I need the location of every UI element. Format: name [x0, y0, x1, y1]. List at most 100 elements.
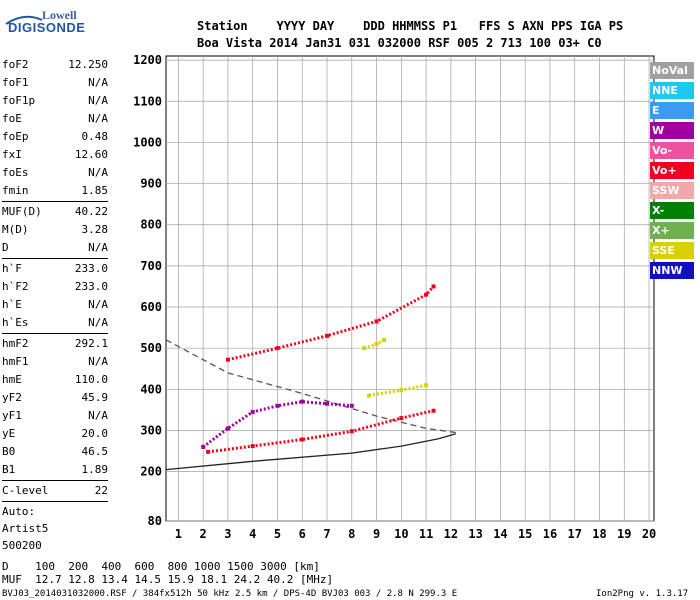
plot-frame [165, 55, 655, 522]
autoscaler-info: Auto: Artist5 500200 [2, 503, 108, 554]
param-value: N/A [88, 166, 108, 179]
param-key: hmE [2, 373, 22, 386]
echo-point [431, 408, 436, 413]
param-row: fmin 1.85 [2, 182, 108, 200]
polarization-legend: NoVal NNE E W Vo- Vo+ SSW X- X+ SSE NNW [650, 62, 694, 282]
param-row: hmF2 292.1 [2, 335, 108, 353]
param-row: B0 46.5 [2, 443, 108, 461]
param-key: h`E [2, 298, 22, 311]
legend-item: Vo+ [650, 162, 694, 179]
param-value: 1.85 [81, 184, 109, 197]
param-row: B1 1.89 [2, 461, 108, 479]
param-key: B0 [2, 445, 16, 458]
legend-item: NNW [650, 262, 694, 279]
y-tick-label: 200 [140, 465, 162, 479]
echo-point [399, 388, 404, 393]
x-tick-label: 1 [175, 527, 182, 541]
param-row: D N/A [2, 239, 108, 257]
param-row: foEp 0.48 [2, 128, 108, 146]
echo-point [325, 333, 330, 338]
param-value: N/A [88, 298, 108, 311]
param-key: h`F2 [2, 280, 29, 293]
param-row: fxI 12.60 [2, 146, 108, 164]
param-row: MUF(D) 40.22 [2, 203, 108, 221]
footer-distance: D 100 200 400 600 800 1000 1500 3000 [km… [2, 560, 320, 573]
y-tick-label: 900 [140, 177, 162, 191]
param-value: 233.0 [74, 262, 108, 275]
param-value: 1.89 [81, 463, 109, 476]
param-key: foE [2, 112, 22, 125]
autoscaler-line: Artist5 [2, 522, 49, 535]
param-row: yF2 45.9 [2, 389, 108, 407]
param-key: foEp [2, 130, 29, 143]
echo-point [374, 319, 379, 324]
param-value: N/A [88, 112, 108, 125]
param-key: B1 [2, 463, 16, 476]
x-tick-label: 17 [568, 527, 582, 541]
param-row: hmE 110.0 [2, 371, 108, 389]
echo-point [275, 346, 280, 351]
param-row: h`E N/A [2, 296, 108, 314]
legend-item: X- [650, 202, 694, 219]
param-key: MUF(D) [2, 205, 42, 218]
x-tick-label: 15 [518, 527, 532, 541]
x-tick-label: 4 [249, 527, 256, 541]
param-row: foE N/A [2, 110, 108, 128]
y-tick-label: 1000 [133, 135, 162, 149]
param-key: M(D) [2, 223, 29, 236]
param-key: yF1 [2, 409, 22, 422]
footer-version: Ion2Png v. 1.3.17 [596, 589, 689, 599]
param-value: 0.48 [81, 130, 109, 143]
x-tick-label: 12 [444, 527, 458, 541]
y-tick-label: 300 [140, 423, 162, 437]
param-value: 20.0 [81, 427, 109, 440]
param-value: N/A [88, 241, 108, 254]
echo-point [424, 292, 429, 297]
param-row: foF2 12.250 [2, 56, 108, 74]
echo-point [374, 342, 379, 347]
param-value: N/A [88, 409, 108, 422]
echo-point [300, 437, 305, 442]
param-key: hmF1 [2, 355, 29, 368]
param-value: N/A [88, 94, 108, 107]
param-key: h`F [2, 262, 22, 275]
y-tick-label: 80 [148, 514, 162, 528]
x-tick-label: 19 [617, 527, 631, 541]
param-row: yE 20.0 [2, 425, 108, 443]
legend-item: W [650, 122, 694, 139]
param-group-virtual-heights: h`F 233.0 h`F2 233.0 h`E N/A h`Es N/A [2, 260, 108, 332]
param-row: h`F 233.0 [2, 260, 108, 278]
echo-point [362, 346, 367, 351]
footer-file-info: BVJ03_2014031032000.RSF / 384fx512h 50 k… [2, 589, 458, 599]
echo-point [225, 426, 230, 431]
x-tick-label: 18 [592, 527, 606, 541]
x-tick-label: 13 [468, 527, 482, 541]
logo-lowell: Lowell [42, 8, 77, 22]
param-key: foF1p [2, 94, 36, 107]
param-value: 12.60 [74, 148, 108, 161]
footer-muf: MUF 12.7 12.8 13.4 14.5 15.9 18.1 24.2 4… [2, 573, 334, 586]
x-tick-label: 14 [493, 527, 507, 541]
logo-digisonde: DIGISONDE [8, 20, 86, 35]
legend-item: NNE [650, 82, 694, 99]
echo-point [424, 383, 429, 388]
y-tick-label: 800 [140, 218, 162, 232]
parameter-panel: foF2 12.250 foF1 N/A foF1p N/A foE N/A foEp 0.48 f… [2, 56, 108, 554]
param-value: N/A [88, 76, 108, 89]
autoscaler-line: Auto: [2, 505, 36, 518]
param-row: h`Es N/A [2, 314, 108, 332]
legend-item: E [650, 102, 694, 119]
echo-point [300, 399, 305, 404]
param-key: fmin [2, 184, 29, 197]
param-row: foF1p N/A [2, 92, 108, 110]
x-tick-label: 6 [299, 527, 306, 541]
legend-item: NoVal [650, 62, 694, 79]
param-row: h`F2 233.0 [2, 278, 108, 296]
echo-point [206, 449, 211, 454]
y-tick-label: 500 [140, 341, 162, 355]
param-group-muf: MUF(D) 40.22 M(D) 3.28 D N/A [2, 203, 108, 257]
param-group-critical-freqs: foF2 12.250 foF1 N/A foF1p N/A foE N/A foEp 0.48 f… [2, 56, 108, 200]
param-value: 3.28 [81, 223, 109, 236]
y-tick-label: 600 [140, 300, 162, 314]
